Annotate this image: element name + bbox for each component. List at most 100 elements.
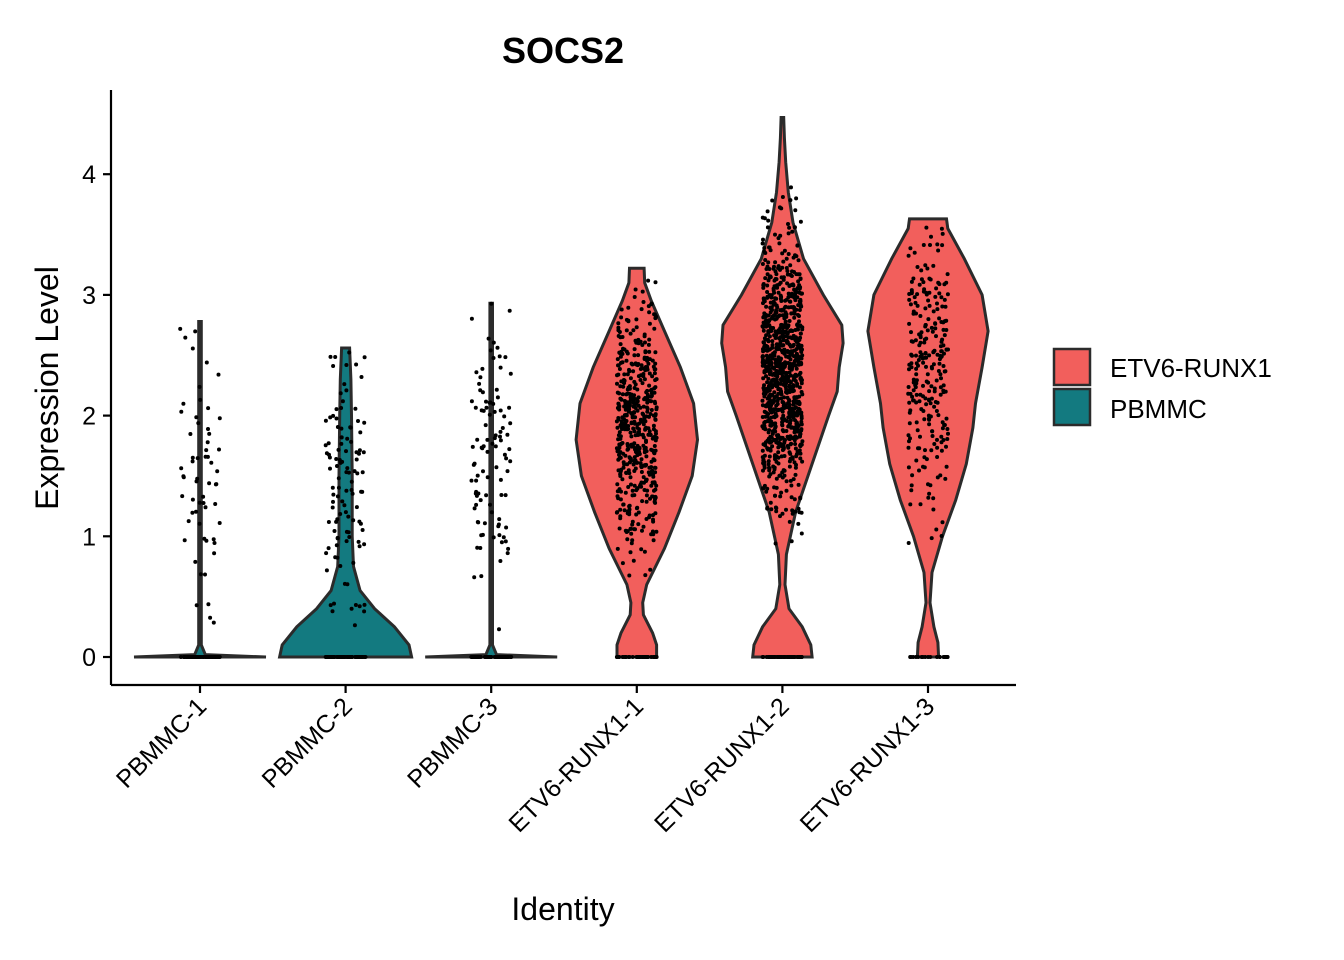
jitter-point [326, 546, 331, 551]
jitter-point [939, 434, 944, 439]
jitter-point [774, 509, 779, 514]
jitter-point [929, 365, 934, 369]
jitter-point [909, 488, 914, 493]
jitter-point [913, 300, 918, 305]
jitter-point [618, 436, 623, 441]
jitter-point [793, 418, 797, 423]
jitter-point [631, 558, 636, 563]
jitter-point [782, 395, 786, 400]
jitter-point [648, 388, 653, 393]
jitter-point [766, 401, 771, 405]
jitter-point [340, 399, 345, 404]
jitter-point [786, 436, 791, 441]
jitter-point [642, 488, 647, 492]
jitter-point [939, 320, 944, 324]
jitter-point [787, 319, 792, 323]
jitter-point [630, 519, 635, 524]
jitter-point [634, 401, 639, 406]
jitter-point [772, 290, 777, 295]
jitter-point [635, 425, 640, 430]
jitter-point [765, 272, 770, 277]
jitter-point [923, 351, 928, 355]
jitter-point [615, 373, 619, 378]
y-tick-label: 0 [82, 644, 96, 672]
jitter-point [357, 544, 362, 549]
jitter-point [622, 404, 627, 409]
jitter-point [783, 319, 788, 324]
jitter-point [624, 328, 629, 333]
jitter-point [626, 407, 631, 411]
jitter-point [349, 488, 354, 492]
jitter-point [915, 428, 920, 433]
jitter-point [643, 349, 648, 354]
jitter-point [335, 425, 340, 429]
jitter-point [917, 282, 922, 287]
jitter-point [356, 539, 361, 544]
jitter-point [642, 377, 647, 382]
jitter-point [792, 497, 797, 502]
jitter-point [941, 364, 946, 368]
jitter-point [790, 229, 795, 234]
jitter-point [793, 298, 798, 303]
jitter-point [469, 316, 474, 321]
jitter-point [777, 241, 782, 246]
jitter-point [775, 305, 780, 310]
jitter-point [642, 463, 647, 468]
jitter-point [937, 361, 942, 366]
jitter-point [761, 296, 766, 301]
jitter-point [214, 482, 219, 487]
jitter-point [217, 416, 222, 421]
jitter-point [355, 471, 360, 476]
jitter-point [644, 454, 649, 459]
jitter-point [179, 466, 184, 471]
jitter-point [479, 445, 484, 450]
jitter-point [625, 529, 630, 534]
jitter-point [770, 393, 775, 397]
jitter-point [772, 350, 777, 355]
jitter-point [498, 365, 503, 370]
jitter-point [789, 311, 794, 316]
jitter-point [619, 360, 623, 365]
jitter-point [760, 262, 765, 266]
jitter-point [766, 330, 771, 335]
jitter-point [181, 474, 186, 479]
jitter-point [765, 506, 770, 511]
jitter-point [791, 344, 795, 348]
jitter-point [907, 400, 912, 405]
jitter-point [798, 297, 803, 302]
jitter-point [354, 655, 359, 659]
jitter-point [800, 439, 805, 444]
jitter-point [926, 413, 931, 418]
jitter-point [198, 397, 203, 402]
jitter-point [929, 448, 934, 453]
jitter-point [478, 546, 483, 550]
jitter-point [929, 384, 934, 389]
jitter-point [909, 330, 913, 335]
jitter-point [771, 470, 776, 475]
jitter-point [767, 474, 772, 479]
jitter-point [777, 313, 782, 318]
jitter-point [781, 406, 786, 411]
jitter-point [647, 310, 652, 315]
jitter-point [787, 284, 792, 288]
jitter-point [332, 601, 336, 606]
chart-title: SOCS2 [502, 30, 624, 71]
jitter-point [638, 461, 643, 466]
jitter-point [630, 362, 635, 367]
jitter-point [798, 443, 803, 448]
jitter-point [634, 506, 639, 511]
jitter-point [651, 474, 656, 479]
jitter-point [799, 390, 804, 394]
jitter-point [636, 450, 640, 455]
jitter-point [469, 399, 474, 404]
jitter-point [770, 339, 775, 344]
jitter-point [931, 362, 936, 367]
jitter-point [922, 355, 927, 360]
jitter-point [507, 405, 512, 410]
jitter-point [923, 306, 928, 311]
jitter-point [644, 414, 649, 419]
jitter-point [499, 493, 504, 497]
jitter-point [646, 361, 651, 366]
jitter-point [927, 422, 932, 427]
jitter-point [336, 485, 341, 490]
